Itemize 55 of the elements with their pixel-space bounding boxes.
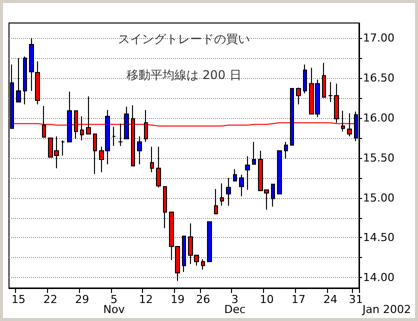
candlestick: [35, 60, 40, 105]
x-tick-label: 22: [43, 293, 58, 306]
candlestick: [16, 58, 21, 103]
candlestick: [163, 186, 167, 229]
x-tick-label: 31: [348, 293, 363, 306]
candlestick: [214, 188, 218, 214]
annotation: 移動平均線は 200 日: [126, 68, 242, 82]
candlestick: [284, 141, 288, 160]
candlestick: [201, 258, 205, 270]
candlestick: [23, 56, 27, 105]
candlestick: [61, 140, 65, 156]
y-tick-label: 15.50: [363, 151, 394, 164]
text: Nov: [103, 303, 126, 316]
candlestick: [93, 133, 97, 174]
candlestick: [252, 141, 256, 165]
y-tick-label: 16.00: [363, 111, 394, 124]
x-tick-label: 29: [75, 293, 90, 306]
candlestick: [226, 177, 231, 206]
candlestick: [29, 38, 34, 92]
candlestick: [182, 236, 186, 273]
y-tick-label: 14.00: [363, 271, 394, 284]
annotation: スイングトレードの買い: [118, 32, 250, 46]
x-tick-label: 3: [231, 293, 238, 306]
candlestick: [150, 146, 154, 173]
candlestick: [233, 168, 237, 182]
candlestick: [239, 174, 244, 197]
candlestick: [322, 62, 326, 98]
x-tick-label: 24: [323, 293, 338, 306]
y-tick-label: 16.50: [363, 72, 394, 85]
x-tick-label: 5: [110, 293, 118, 306]
candlestick: [245, 156, 250, 190]
candlestick: [271, 184, 275, 208]
text: Jan 2002: [362, 303, 411, 316]
candlestick: [290, 88, 294, 146]
candlestick: [137, 136, 142, 165]
x-tick-label: 12: [138, 293, 153, 306]
x-tick-label: 15: [12, 293, 26, 306]
candlestick: [118, 123, 123, 146]
y-tick-label: 14.50: [363, 231, 394, 244]
candlestick: [303, 64, 307, 94]
x-tick-label: 19: [170, 293, 185, 306]
candlestick: [296, 87, 301, 105]
candlestick: [124, 106, 129, 140]
candlestick: [207, 221, 212, 262]
candlestick: [277, 150, 282, 194]
y-tick-label: 15.00: [363, 191, 394, 204]
candlestick: [67, 91, 72, 142]
text: Dec: [224, 303, 246, 316]
candlestick: [112, 126, 116, 146]
x-tick-label: 17: [292, 293, 306, 306]
x-tick-label: 26: [196, 293, 210, 306]
x-tick-label: 10: [260, 293, 274, 306]
candlestick: [220, 182, 224, 206]
candlestick: [156, 146, 161, 188]
y-tick-label: 17.00: [363, 32, 394, 45]
